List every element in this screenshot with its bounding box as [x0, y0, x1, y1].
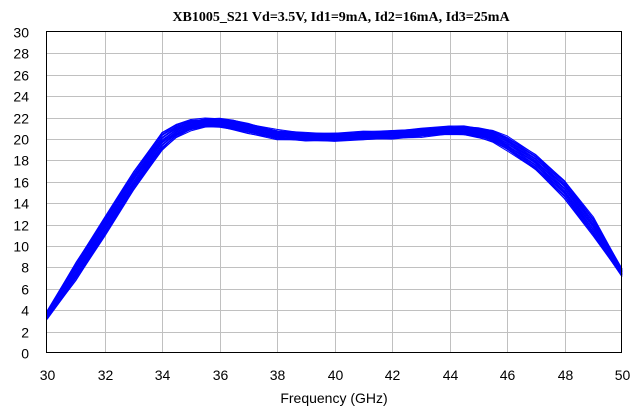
series-line — [46, 124, 623, 318]
series-line — [46, 122, 623, 316]
y-tick-label: 12 — [13, 218, 29, 234]
series-line — [46, 120, 623, 314]
series-line — [46, 119, 623, 314]
chart-title: XB1005_S21 Vd=3.5V, Id1=9mA, Id2=16mA, I… — [172, 10, 510, 25]
series-line — [46, 120, 623, 315]
x-tick-label: 30 — [40, 367, 56, 383]
y-tick-label: 18 — [13, 153, 29, 169]
y-tick-label: 10 — [13, 239, 29, 255]
y-tick-label: 6 — [21, 282, 29, 298]
x-tick-label: 36 — [213, 367, 229, 383]
series-line — [46, 120, 623, 315]
x-tick-label: 46 — [500, 367, 516, 383]
x-tick-label: 38 — [270, 367, 286, 383]
x-tick-label: 42 — [385, 367, 401, 383]
x-tick-label: 44 — [443, 367, 459, 383]
y-tick-label: 30 — [13, 25, 29, 41]
y-tick-label: 14 — [13, 196, 29, 212]
series-line — [46, 118, 623, 313]
series-line — [46, 122, 623, 317]
y-tick-label: 20 — [13, 132, 29, 148]
x-axis-ticks: 30 32 34 36 38 40 42 44 46 48 50 — [40, 367, 631, 383]
series-line — [46, 121, 623, 316]
series-line — [46, 124, 623, 319]
series-line — [46, 122, 623, 317]
y-tick-label: 22 — [13, 111, 29, 127]
series-line — [46, 123, 623, 317]
trace-bundle — [46, 117, 623, 320]
y-tick-label: 0 — [21, 346, 29, 362]
y-tick-label: 4 — [21, 303, 29, 319]
series-line — [46, 123, 623, 317]
y-tick-label: 8 — [21, 260, 29, 276]
series-line — [46, 117, 623, 312]
y-tick-label: 26 — [13, 68, 29, 84]
y-tick-label: 24 — [13, 89, 29, 105]
series-line — [46, 119, 623, 314]
series-line — [46, 119, 623, 313]
x-axis-label: Frequency (GHz) — [280, 390, 387, 406]
x-tick-label: 50 — [615, 367, 631, 383]
series-line — [46, 121, 623, 316]
y-tick-label: 28 — [13, 46, 29, 62]
x-tick-label: 40 — [328, 367, 344, 383]
x-tick-label: 32 — [98, 367, 114, 383]
series-line — [46, 124, 623, 319]
series-line — [46, 124, 623, 318]
x-tick-label: 48 — [558, 367, 574, 383]
series-line — [46, 120, 623, 314]
series-line — [46, 117, 623, 313]
series-line — [46, 120, 623, 316]
x-tick-label: 34 — [155, 367, 171, 383]
y-tick-label: 16 — [13, 175, 29, 191]
y-tick-label: 2 — [21, 325, 29, 341]
grid-lines — [47, 32, 622, 353]
plot-frame — [46, 31, 622, 353]
series-line — [46, 122, 623, 316]
